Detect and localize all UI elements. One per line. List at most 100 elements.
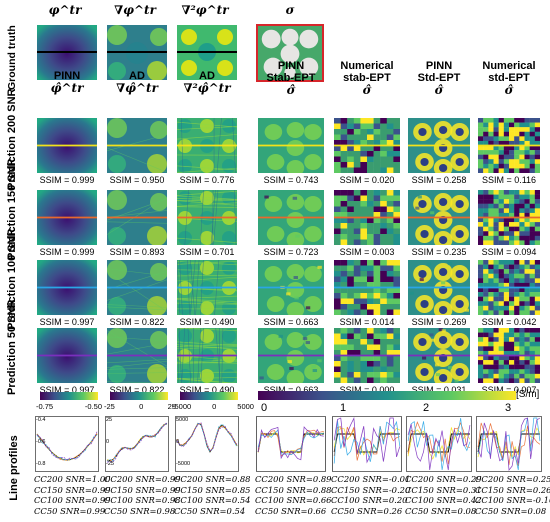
prediction-map-150snr-col4 <box>334 190 400 245</box>
column-header-title: PINN <box>53 70 81 82</box>
gt-header-phi: φ^tr <box>48 3 82 17</box>
cc-line: CC100 SNR=-0.16 <box>475 495 550 505</box>
prediction-map-200snr-col1 <box>107 118 167 173</box>
row-label-ground-truth: Ground truth <box>6 25 18 90</box>
prediction-map-200snr-col4 <box>334 118 400 173</box>
ssim-value: SSIM = 0.663 <box>263 317 319 327</box>
row-label-line-profiles: Line profiles <box>8 435 20 501</box>
prediction-map-150snr-col3 <box>258 190 324 245</box>
line-profile-plot-3 <box>256 416 326 472</box>
column-header-title: Numerical <box>340 60 394 72</box>
cc-line: CC100 SNR=0.98 <box>104 495 181 505</box>
column-header-title: AD <box>129 70 145 82</box>
correlation-values: CC200 SNR=1.00 CC150 SNR=0.99 CC100 SNR=0.… <box>34 474 111 516</box>
colorbar-grad <box>110 392 168 400</box>
ssim-value: SSIM = 0.997 <box>39 317 95 327</box>
column-header-title: Numerical <box>482 60 536 72</box>
cc-line: CC150 SNR=0.85 <box>174 484 251 495</box>
correlation-values: CC200 SNR=0.89 CC150 SNR=0.88 CC100 SNR=0.… <box>255 474 332 516</box>
prediction-map-50snr-col2 <box>177 328 237 383</box>
cc-line: CC200 SNR=0.89 <box>255 474 332 484</box>
column-header-symbol: ∇²φ̂^tr <box>183 81 231 95</box>
cc-line: CC150 SNR=0.26 <box>475 484 550 495</box>
column-header-subtitle: std-EPT <box>488 72 530 84</box>
ssim-value: SSIM = 0.776 <box>179 175 235 185</box>
axis-tick: -0.8 <box>36 461 46 467</box>
cc-line: CC200 SNR=1.00 <box>34 474 111 484</box>
line-profile-plot-5 <box>406 416 472 472</box>
column-header-3: PINN Stab-EPT σ̂ <box>250 60 332 96</box>
axis-tick: 25 <box>106 417 113 423</box>
prediction-map-200snr-col2 <box>177 118 237 173</box>
column-header-2: AD ∇²φ̂^tr <box>169 70 245 94</box>
line-profile-plot-4 <box>332 416 402 472</box>
column-header-subtitle: Stab-EPT <box>266 72 316 84</box>
ssim-value: SSIM = 0.997 <box>39 385 95 395</box>
axis-tick: -5000 <box>176 461 191 467</box>
colorbar-sigma-unit: [S/m] <box>516 389 540 400</box>
cc-line: CC200 SNR=0.29 <box>405 474 482 484</box>
cc-line: CC50 SNR=0.98 <box>104 505 176 516</box>
ssim-value: SSIM = 0.743 <box>263 175 319 185</box>
column-header-subtitle: stab-EPT <box>343 72 391 84</box>
line-profile-axis-ticks: 5000 0 -5000 <box>176 417 190 467</box>
column-header-0: PINN φ̂^tr <box>29 70 105 94</box>
gt-header-grad-phi: ∇φ^tr <box>114 3 156 17</box>
cc-line: CC200 SNR=0.99 <box>104 474 181 484</box>
gt-tile-sigma <box>256 24 324 82</box>
correlation-values: CC200 SNR=0.88 CC150 SNR=0.85 CC100 SNR=0.… <box>174 474 251 516</box>
prediction-map-100snr-col2 <box>177 260 237 315</box>
line-profile-plot-1 <box>105 416 169 472</box>
axis-tick: -0.4 <box>36 417 46 423</box>
colorbar-sigma <box>258 391 516 400</box>
correlation-values: CC200 SNR=0.99 CC150 SNR=0.99 CC100 SNR=0.… <box>104 474 181 516</box>
gt-tile-lap-phi <box>177 25 237 80</box>
ssim-value: SSIM = 0.822 <box>109 385 165 395</box>
cc-line: CC200 SNR=0.25 <box>475 474 550 484</box>
prediction-map-100snr-col1 <box>107 260 167 315</box>
line-profile-plot-2 <box>175 416 239 472</box>
cc-line: CC150 SNR=0.99 <box>104 484 181 495</box>
column-header-1: AD ∇φ̂^tr <box>99 70 175 94</box>
column-header-5: PINN Std-EPT σ̂ <box>400 60 478 96</box>
ssim-value: SSIM = 0.031 <box>411 385 467 395</box>
cc-line: CC100 SNR=0.99 <box>34 495 111 505</box>
line-profile-axis-ticks: 25 0 -25 <box>106 417 114 467</box>
cc-line: CC50 SNR=0.54 <box>174 505 246 516</box>
ssim-value: SSIM = 0.258 <box>411 175 467 185</box>
ssim-value: SSIM = 0.663 <box>263 385 319 395</box>
cc-line: CC50 SNR=0.99 <box>34 505 106 516</box>
ssim-value: SSIM = 0.003 <box>339 247 395 257</box>
correlation-values: CC200 SNR=0.29 CC150 SNR=0.31 CC100 SNR=0.… <box>405 474 482 516</box>
column-header-symbol: σ̂ <box>504 83 514 97</box>
colorbar-sigma-tick-3: 3 <box>505 402 512 414</box>
ssim-value: SSIM = 0.042 <box>481 317 537 327</box>
ssim-value: SSIM = 0.269 <box>411 317 467 327</box>
ssim-value: SSIM = 0.893 <box>109 247 165 257</box>
column-header-symbol: φ̂^tr <box>50 81 84 95</box>
ssim-value: SSIM = 0.950 <box>109 175 165 185</box>
ssim-value: SSIM = 0.701 <box>179 247 235 257</box>
cc-line: CC50 SNR=0.08 <box>405 505 477 516</box>
prediction-map-100snr-col6 <box>478 260 540 315</box>
prediction-map-200snr-col0 <box>37 118 97 173</box>
colorbar-sigma-tick-0: 0 <box>261 402 268 414</box>
colorbar-lap-ticks: -5000 0 5000 <box>172 402 254 411</box>
cc-line: CC200 SNR=0.88 <box>174 474 251 484</box>
prediction-map-200snr-col5 <box>408 118 470 173</box>
gt-header-lap-phi: ∇²φ^tr <box>181 3 229 17</box>
prediction-map-50snr-col3 <box>258 328 324 383</box>
ssim-value: SSIM = 0.020 <box>339 175 395 185</box>
cc-line: CC150 SNR=0.99 <box>34 484 111 495</box>
line-profile-plot-0 <box>35 416 99 472</box>
cc-line: CC100 SNR=0.66 <box>255 495 332 505</box>
column-header-symbol: σ̂ <box>286 83 296 97</box>
column-header-symbol: σ̂ <box>434 83 444 97</box>
cc-line: CC100 SNR=0.20 <box>331 495 408 505</box>
axis-tick: 0 <box>106 439 110 445</box>
axis-tick: -0.6 <box>36 439 46 445</box>
correlation-values: CC200 SNR=-0.01 CC150 SNR=-0.20 CC100 SNR=… <box>331 474 410 516</box>
prediction-map-50snr-col1 <box>107 328 167 383</box>
ssim-value: SSIM = 0.490 <box>179 317 235 327</box>
cc-line: CC150 SNR=0.31 <box>405 484 482 495</box>
